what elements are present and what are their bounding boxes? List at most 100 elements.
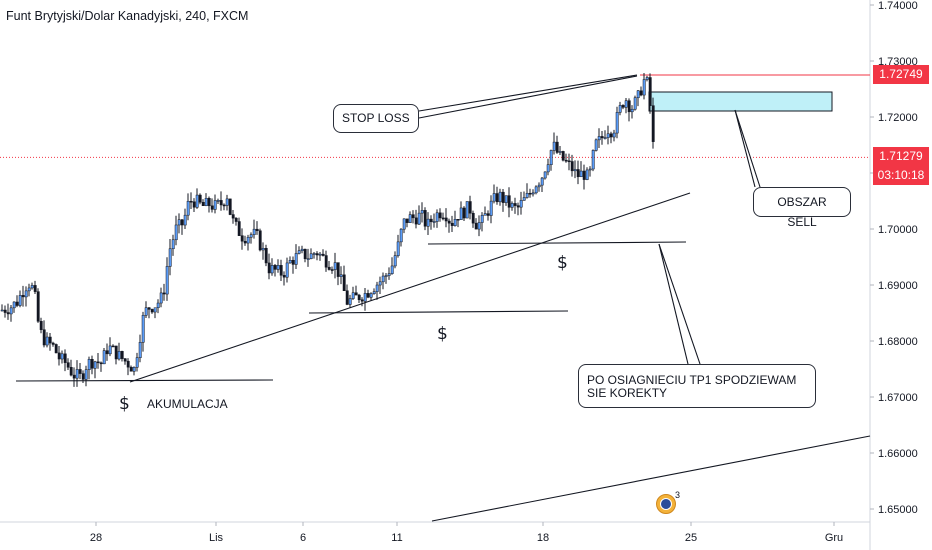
candle-body — [291, 260, 295, 265]
candle-body — [438, 212, 442, 219]
candle-body — [543, 171, 547, 179]
candle-body — [330, 269, 334, 271]
candle-body — [471, 212, 475, 224]
candle-body — [210, 205, 214, 210]
dollar-sign-upper-support: $ — [557, 253, 568, 273]
candle-body — [477, 222, 481, 230]
candle-body — [24, 290, 28, 298]
candle-body — [195, 194, 199, 208]
y-tick-label: 1.68000 — [878, 336, 918, 348]
candle-body — [177, 219, 181, 226]
y-tick-label: 1.72000 — [878, 112, 918, 124]
candle-body — [459, 207, 463, 220]
candle-body — [606, 133, 610, 138]
candle-body — [333, 262, 337, 270]
ascending-trendline — [129, 192, 691, 383]
candle-body — [165, 266, 169, 295]
candle-body — [135, 357, 139, 368]
candle-body — [558, 151, 562, 153]
stop-loss-callout[interactable]: STOP LOSS — [333, 104, 419, 133]
candle-body — [468, 201, 472, 214]
candle-body — [276, 265, 280, 270]
candle-body — [573, 169, 577, 172]
stop-loss-leader — [418, 74, 638, 112]
candle-body — [501, 191, 505, 203]
candle-body — [45, 336, 49, 346]
candle-body — [609, 133, 613, 138]
candle-body — [504, 195, 508, 203]
x-tick-label: 28 — [90, 532, 102, 544]
candle-body — [489, 200, 493, 216]
events-count: 3 — [675, 490, 681, 500]
candle-body — [648, 77, 652, 106]
candle-body — [480, 214, 484, 223]
candle-body — [30, 285, 34, 289]
candle-body — [402, 218, 406, 230]
candle-body — [324, 255, 328, 268]
candle-body — [264, 248, 268, 264]
candle-body — [579, 170, 583, 178]
candle-body — [48, 336, 52, 344]
candle-body — [369, 293, 373, 298]
candle-body — [273, 265, 277, 270]
candle-body — [552, 141, 556, 151]
candle-body — [129, 366, 133, 372]
y-tick-label: 1.69000 — [878, 280, 918, 292]
y-tick-label: 1.66000 — [878, 448, 918, 460]
candle-body — [513, 203, 517, 206]
candle-body — [315, 253, 319, 256]
candle-body — [618, 105, 622, 113]
uk-flag-icon[interactable] — [656, 494, 676, 514]
candle-body — [474, 222, 478, 230]
candle-body — [372, 291, 376, 294]
stop-price-tag: 1.72749 — [873, 65, 929, 84]
candle-body — [612, 132, 616, 138]
candle-body — [192, 201, 196, 208]
candle-body — [387, 273, 391, 276]
candle-body — [327, 266, 331, 270]
candle-body — [399, 228, 403, 243]
y-tick-label: 1.65000 — [878, 504, 918, 516]
candle-body — [102, 350, 106, 365]
sell-zone — [648, 91, 833, 112]
korekta-callout[interactable]: PO OSIAGNIECIU TP1 SPODZIEWAM SIE KOREKT… — [578, 364, 816, 408]
candle-body — [126, 360, 130, 368]
candle-body — [168, 248, 172, 267]
candle-body — [441, 217, 445, 220]
candle-body — [258, 230, 262, 251]
candle-body — [561, 151, 565, 161]
candle-body — [624, 100, 628, 108]
candle-body — [57, 352, 61, 360]
candle-body — [123, 358, 127, 362]
candle-body — [363, 293, 367, 302]
candle-body — [408, 214, 412, 223]
candle-body — [336, 262, 340, 277]
candle-body — [213, 200, 217, 210]
candle-body — [462, 207, 466, 219]
candle-body — [39, 321, 43, 330]
x-tick-label: Lis — [209, 532, 224, 544]
x-tick-label: 11 — [391, 532, 402, 544]
candle-body — [555, 141, 559, 153]
candle-body — [234, 217, 238, 222]
candle-body — [54, 344, 58, 354]
candle-body — [537, 184, 541, 188]
candle-body — [456, 219, 460, 221]
candle-body — [423, 210, 427, 227]
korekta-leader — [658, 243, 689, 365]
candle-body — [243, 240, 247, 244]
candle-body — [630, 108, 634, 113]
candle-body — [9, 307, 13, 315]
candle-body — [36, 291, 40, 322]
dollar-sign-support: $ — [437, 324, 448, 344]
candle-body — [252, 228, 256, 235]
candle-body — [351, 292, 355, 299]
korekta-leader — [658, 243, 701, 365]
candle-body — [549, 150, 553, 165]
candle-body — [237, 221, 241, 236]
candle-body — [174, 224, 178, 241]
candle-body — [360, 299, 364, 302]
x-tick-label: Gru — [825, 532, 843, 544]
obszar-sell-callout[interactable]: OBSZAR SELL — [753, 187, 851, 229]
